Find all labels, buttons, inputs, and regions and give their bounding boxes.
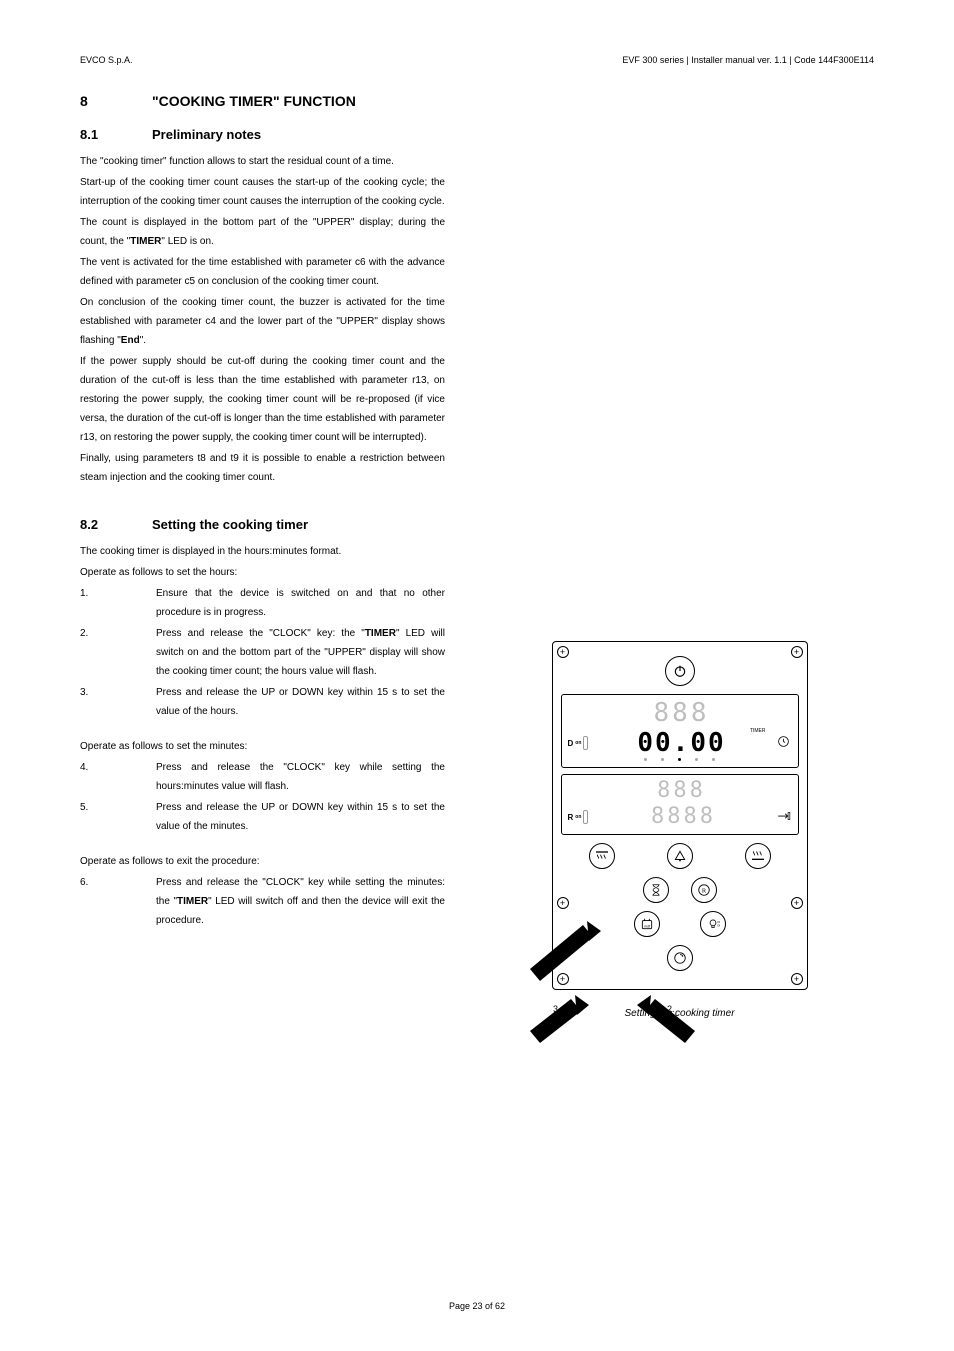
page-footer: Page 23 of 62 (0, 1301, 954, 1311)
lower-display-group: 888 Ron 8888 (561, 774, 799, 835)
para-8-1-1: The "cooking timer" function allows to s… (80, 152, 445, 171)
header-doc-info: EVF 300 series | Installer manual ver. 1… (622, 55, 874, 65)
section-8-2-title: Setting the cooking timer (152, 517, 308, 532)
down-button[interactable] (667, 945, 693, 971)
upper-display-row1: 888 (568, 700, 792, 726)
heat-top-button[interactable] (589, 843, 615, 869)
button-row-1 (563, 843, 797, 869)
up-button[interactable] (667, 843, 693, 869)
recipe-button[interactable]: R (691, 877, 717, 903)
svg-text:mdf: mdf (644, 925, 650, 929)
screw-icon (791, 646, 803, 658)
mini-icon (583, 810, 587, 824)
down-icon (673, 951, 687, 965)
arrow-label-3a: 3. (558, 949, 566, 959)
section-8-1-num: 8.1 (80, 127, 152, 142)
heat-bottom-button[interactable] (745, 843, 771, 869)
screw-icon (557, 973, 569, 985)
para-8-1-4: The vent is activated for the time estab… (80, 253, 445, 291)
hourglass-icon (649, 883, 663, 897)
clock-button[interactable]: mdf (634, 911, 660, 937)
timer-button[interactable] (643, 877, 669, 903)
step-5: 5. Press and release the UP or DOWN key … (80, 798, 445, 836)
step-6: 6. Press and release the "CLOCK" key whi… (80, 873, 445, 930)
upper-label-d: Don (568, 736, 588, 750)
section-8-num: 8 (80, 93, 152, 109)
section-8-title: "COOKING TIMER" FUNCTION (152, 93, 356, 109)
screw-icon (791, 897, 803, 909)
svg-text:R: R (701, 887, 706, 894)
lead-8-2-2: Operate as follows to set the hours: (80, 563, 445, 582)
clock-icon: mdf (640, 917, 654, 931)
timer-led-label: TIMER (750, 728, 766, 734)
screw-icon (791, 973, 803, 985)
heat-bottom-icon (750, 849, 766, 863)
lower-label-r: Ron (568, 810, 588, 824)
lead-8-2-1: The cooking timer is displayed in the ho… (80, 542, 445, 561)
screw-icon (557, 897, 569, 909)
section-8-heading: 8"COOKING TIMER" FUNCTION (80, 93, 445, 109)
arrow-label-2: 2. (667, 1004, 675, 1014)
button-row-4 (563, 945, 797, 971)
step-4: 4. Press and release the "CLOCK" key whi… (80, 758, 445, 796)
section-8-2-num: 8.2 (80, 517, 152, 532)
recipe-icon: R (697, 883, 711, 897)
step-2: 2. Press and release the "CLOCK" key: th… (80, 624, 445, 681)
section-8-1-title: Preliminary notes (152, 127, 261, 142)
lead-8-2-3: Operate as follows to set the minutes: (80, 737, 445, 756)
power-icon (673, 664, 687, 678)
up-icon (673, 849, 687, 863)
device-panel: 888 Don 00.00 TIMER (552, 641, 808, 990)
arrow-label-3b: 3. (553, 1004, 561, 1014)
section-8-1-heading: 8.1Preliminary notes (80, 127, 445, 142)
header-company: EVCO S.p.A. (80, 55, 133, 65)
vent-mini-icon (776, 810, 792, 825)
button-row-3: mdf ONOFF (563, 911, 797, 937)
svg-text:OFF: OFF (717, 923, 720, 927)
lead-8-2-4: Operate as follows to exit the procedure… (80, 852, 445, 871)
para-8-1-5: On conclusion of the cooking timer count… (80, 293, 445, 350)
power-button[interactable] (665, 656, 695, 686)
upper-display-group: 888 Don 00.00 TIMER (561, 694, 799, 768)
mini-icon (583, 736, 587, 750)
section-8-2-heading: 8.2Setting the cooking timer (80, 517, 445, 532)
para-8-1-6: If the power supply should be cut-off du… (80, 352, 445, 447)
step-1: 1. Ensure that the device is switched on… (80, 584, 445, 622)
button-row-2: R (563, 877, 797, 903)
lower-display-row1: 888 (568, 780, 792, 802)
para-8-1-7: Finally, using parameters t8 and t9 it i… (80, 449, 445, 487)
step-3: 3. Press and release the UP or DOWN key … (80, 683, 445, 721)
screw-icon (557, 646, 569, 658)
para-8-1-3: The count is displayed in the bottom par… (80, 213, 445, 251)
clock-mini-icon (776, 735, 792, 751)
figure-caption: Setting the cooking timer (485, 1008, 874, 1019)
heat-top-icon (594, 849, 610, 863)
para-8-1-2: Start-up of the cooking timer count caus… (80, 173, 445, 211)
light-icon: ONOFF (706, 917, 720, 931)
light-button[interactable]: ONOFF (700, 911, 726, 937)
upper-timer-value: 00.00 (637, 728, 725, 758)
